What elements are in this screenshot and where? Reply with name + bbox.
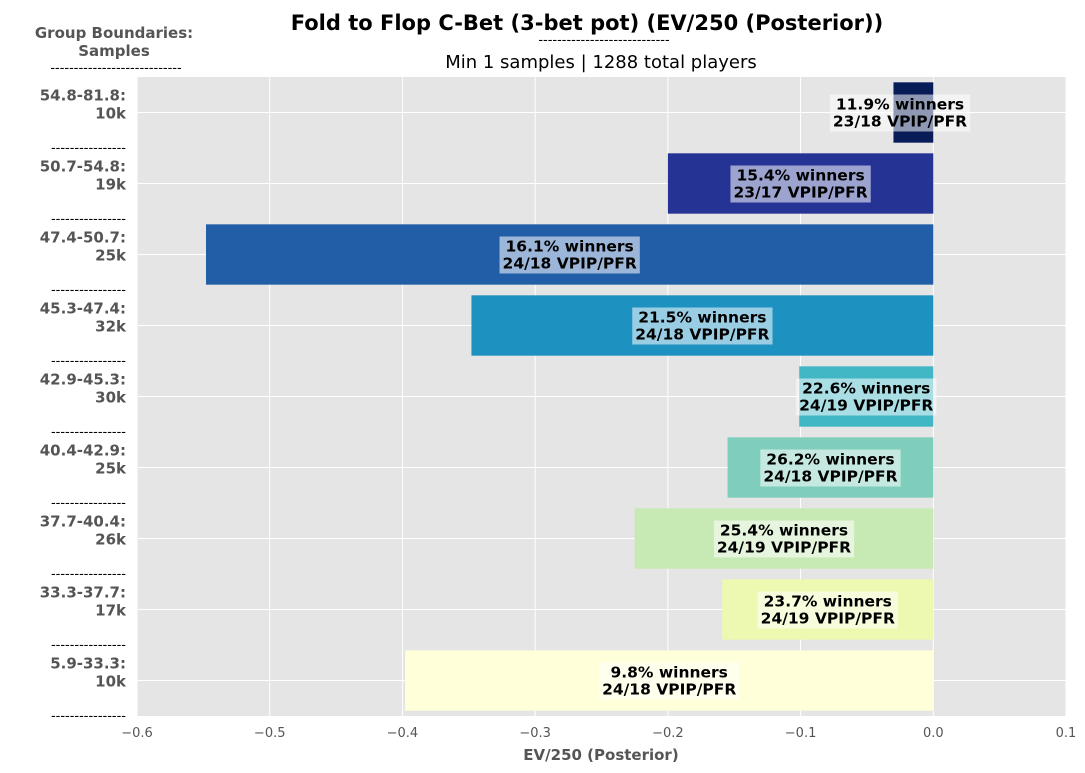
group-range-label: 54.8-81.8:: [40, 87, 126, 105]
winners-label: 23.7% winners: [764, 593, 892, 611]
annotation-box: [599, 662, 740, 700]
x-tick-label: −0.3: [519, 726, 551, 741]
group-samples-label: 32k: [95, 318, 127, 336]
category-labels: 54.8-81.8:10k----------------50.7-54.8:1…: [40, 87, 127, 725]
x-axis-label: EV/250 (Posterior): [523, 746, 678, 764]
vpip-pfr-label: 24/19 VPIP/PFR: [717, 539, 851, 557]
group-samples-label: 10k: [95, 105, 127, 123]
chart-subtitle: Min 1 samples | 1288 total players: [445, 52, 757, 73]
winners-label: 21.5% winners: [638, 309, 766, 327]
group-separator: ----------------: [51, 638, 126, 653]
group-samples-label: 30k: [95, 389, 127, 407]
group-range-label: 33.3-37.7:: [40, 584, 126, 602]
group-range-label: 47.4-50.7:: [40, 229, 126, 247]
group-range-label: 5.9-33.3:: [50, 655, 126, 673]
x-tick-label: −0.1: [785, 726, 817, 741]
winners-label: 25.4% winners: [720, 522, 848, 540]
group-header-rule: ----------------------------: [50, 61, 182, 76]
chart-title: Fold to Flop C-Bet (3-bet pot) (EV/250 (…: [291, 11, 883, 35]
winners-label: 22.6% winners: [802, 380, 930, 398]
group-separator: ----------------: [51, 354, 126, 369]
annotation-box: [757, 591, 898, 629]
annotation-box: [499, 236, 640, 274]
group-separator: ----------------: [51, 496, 126, 511]
group-separator: ----------------: [51, 212, 126, 227]
group-samples-label: 19k: [95, 176, 127, 194]
winners-label: 11.9% winners: [836, 96, 964, 114]
group-separator: ----------------: [51, 283, 126, 298]
title-underline: ----------------------------: [538, 33, 670, 48]
group-samples-label: 25k: [95, 247, 127, 265]
vpip-pfr-label: 24/18 VPIP/PFR: [763, 468, 897, 486]
x-tick-label: −0.5: [254, 726, 286, 741]
vpip-pfr-label: 23/18 VPIP/PFR: [833, 113, 967, 131]
group-header-line2: Samples: [78, 42, 150, 60]
group-header-line1: Group Boundaries:: [35, 24, 193, 42]
annotation-box: [796, 378, 937, 416]
vpip-pfr-label: 24/19 VPIP/PFR: [799, 397, 933, 415]
group-separator: ----------------: [51, 709, 126, 724]
annotation-box: [713, 520, 855, 558]
group-range-label: 37.7-40.4:: [40, 513, 126, 531]
winners-label: 26.2% winners: [766, 451, 894, 469]
group-samples-label: 10k: [95, 673, 127, 691]
vpip-pfr-label: 24/18 VPIP/PFR: [503, 255, 637, 273]
group-range-label: 50.7-54.8:: [40, 158, 126, 176]
x-tick-label: −0.2: [652, 726, 684, 741]
vpip-pfr-label: 24/18 VPIP/PFR: [635, 326, 769, 344]
group-separator: ----------------: [51, 567, 126, 582]
winners-label: 15.4% winners: [736, 167, 864, 185]
group-range-label: 42.9-45.3:: [40, 371, 126, 389]
winners-label: 16.1% winners: [506, 238, 634, 256]
group-separator: ----------------: [51, 141, 126, 156]
x-tick-labels: −0.6 −0.5 −0.4 −0.3 −0.2 −0.1 0.0 0.1: [121, 726, 1076, 741]
group-samples-label: 26k: [95, 531, 127, 549]
group-samples-label: 17k: [95, 602, 127, 620]
annotation-box: [829, 94, 971, 132]
vpip-pfr-label: 23/17 VPIP/PFR: [733, 184, 867, 202]
annotation-box: [760, 449, 901, 487]
x-tick-label: 0.0: [923, 726, 944, 741]
vpip-pfr-label: 24/19 VPIP/PFR: [761, 610, 895, 628]
winners-label: 9.8% winners: [610, 664, 727, 682]
x-tick-label: −0.4: [387, 726, 419, 741]
annotation-box: [632, 307, 773, 345]
group-samples-label: 25k: [95, 460, 127, 478]
group-range-label: 40.4-42.9:: [40, 442, 126, 460]
group-range-label: 45.3-47.4:: [40, 300, 126, 318]
group-separator: ----------------: [51, 425, 126, 440]
vpip-pfr-label: 24/18 VPIP/PFR: [602, 681, 736, 699]
annotation-box: [730, 165, 871, 203]
x-tick-label: −0.6: [121, 726, 153, 741]
x-tick-label: 0.1: [1056, 726, 1077, 741]
